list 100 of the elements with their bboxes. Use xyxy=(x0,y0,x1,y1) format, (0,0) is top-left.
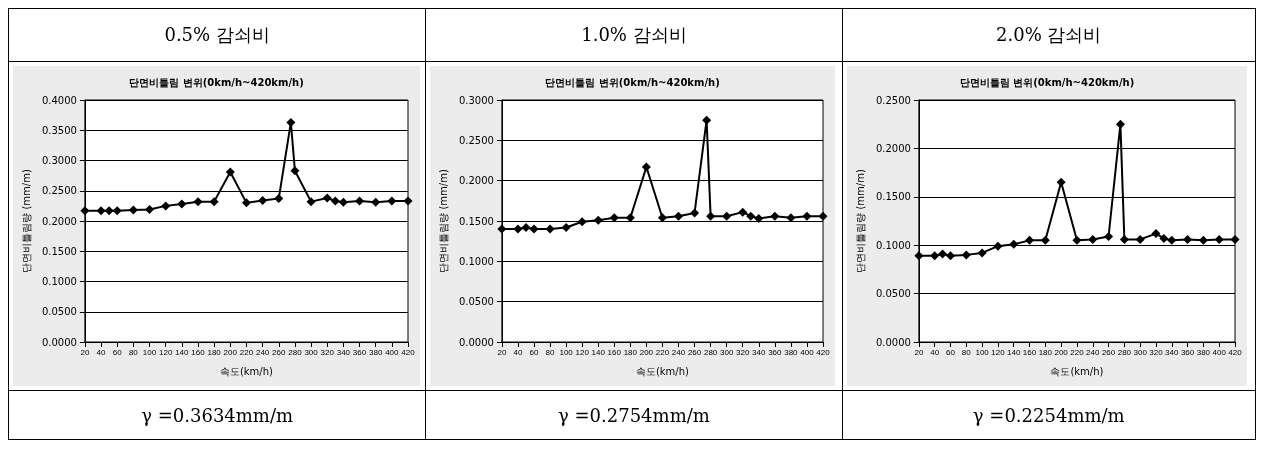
x-tick-label: 160 xyxy=(191,347,206,357)
y-tick-label: 0.0500 xyxy=(41,306,77,318)
point xyxy=(529,224,539,234)
x-tick-label: 60 xyxy=(945,347,956,357)
point xyxy=(274,194,284,204)
point xyxy=(1087,234,1097,244)
x-tick-label: 200 xyxy=(640,347,654,357)
y-axis-title: 단면비틀림량 (mm/m) xyxy=(854,169,866,273)
point xyxy=(1103,231,1113,241)
point xyxy=(642,162,652,172)
point xyxy=(786,213,796,223)
point xyxy=(96,206,106,216)
x-tick-label: 260 xyxy=(272,347,286,357)
x-tick-label: 200 xyxy=(1054,347,1068,357)
y-tick-label: 0.1000 xyxy=(459,255,495,267)
point xyxy=(322,193,332,203)
y-tick-label: 0.2500 xyxy=(41,185,77,197)
x-tick-label: 100 xyxy=(142,347,157,357)
x-tick-label: 260 xyxy=(688,347,703,357)
x-tick-label: 40 xyxy=(513,347,524,357)
x-tick-label: 420 xyxy=(401,347,416,357)
point xyxy=(80,206,90,216)
x-tick-label: 380 xyxy=(369,347,383,357)
y-tick-label: 0.0000 xyxy=(459,336,495,348)
y-axis-title: 단면비틀림량 (mm/m) xyxy=(437,169,449,273)
x-tick-label: 400 xyxy=(1212,347,1226,357)
y-tick-label: 0.1000 xyxy=(41,276,77,287)
point xyxy=(1071,235,1081,245)
x-tick-label: 80 xyxy=(961,347,971,357)
x-tick-label: 220 xyxy=(239,347,254,357)
y-tick-label: 0.2000 xyxy=(459,175,495,187)
point xyxy=(290,166,300,176)
point xyxy=(1158,233,1168,243)
point xyxy=(387,196,397,206)
point xyxy=(561,222,571,232)
point xyxy=(513,224,523,234)
x-tick-label: 280 xyxy=(288,347,303,357)
point xyxy=(403,196,413,206)
point xyxy=(738,207,748,217)
point xyxy=(128,205,138,215)
y-tick-label: 0.1500 xyxy=(459,215,495,227)
x-tick-label: 160 xyxy=(1022,347,1037,357)
x-tick-label: 140 xyxy=(175,347,190,357)
point xyxy=(1166,235,1176,245)
x-tick-label: 120 xyxy=(158,347,173,357)
x-tick-label: 100 xyxy=(559,347,574,357)
x-tick-label: 180 xyxy=(207,347,222,357)
point xyxy=(1024,235,1034,245)
y-tick-label: 0.3000 xyxy=(459,94,495,106)
point xyxy=(578,217,587,227)
y-tick-label: 0.2500 xyxy=(459,134,495,146)
point xyxy=(913,251,923,261)
x-tick-label: 140 xyxy=(1006,347,1021,357)
chart-title: 2.0% 감쇠비 xyxy=(842,8,1256,62)
y-tick-label: 0.3500 xyxy=(41,124,77,136)
point xyxy=(1119,234,1129,244)
point xyxy=(1198,235,1208,245)
chart-title: 1.0% 감쇠비 xyxy=(425,8,843,62)
x-tick-label: 60 xyxy=(529,347,540,357)
x-tick-label: 300 xyxy=(304,347,319,357)
point xyxy=(1230,234,1240,244)
y-tick-label: 0.0000 xyxy=(41,336,77,348)
x-tick-label: 20 xyxy=(80,347,90,357)
x-tick-label: 240 xyxy=(672,347,687,357)
point xyxy=(521,222,531,232)
x-tick-label: 380 xyxy=(1196,347,1211,357)
point xyxy=(992,241,1002,251)
point xyxy=(1115,119,1125,129)
point xyxy=(690,208,700,218)
x-tick-label: 20 xyxy=(913,347,924,357)
x-tick-label: 340 xyxy=(336,347,351,357)
x-tick-label: 80 xyxy=(128,347,139,357)
point xyxy=(241,198,251,208)
text: γ =0.3634mm/m xyxy=(140,404,295,426)
y-tick-label: 0.1000 xyxy=(875,239,911,251)
chart-subtitle: 단면비틀림 변위(0km/h~420km/h) xyxy=(129,76,304,88)
x-tick-label: 40 xyxy=(929,347,940,357)
x-tick-label: 240 xyxy=(1085,347,1100,357)
x-tick-label: 320 xyxy=(1148,347,1163,357)
chart-title: 0.5% 감쇠비 xyxy=(8,8,426,62)
y-tick-label: 0.1500 xyxy=(875,191,911,203)
point xyxy=(977,248,987,258)
chart-subtitle: 단면비틀림 변위(0km/h~420km/h) xyxy=(959,76,1134,88)
x-tick-label: 80 xyxy=(545,347,556,357)
point xyxy=(145,205,155,215)
x-tick-label: 260 xyxy=(1101,347,1116,357)
x-tick-label: 320 xyxy=(320,347,335,357)
x-tick-label: 360 xyxy=(1180,347,1195,357)
point xyxy=(770,211,780,221)
point xyxy=(112,206,122,216)
y-tick-label: 0.0500 xyxy=(875,288,911,300)
x-tick-label: 240 xyxy=(255,347,270,357)
x-tick-label: 220 xyxy=(1069,347,1084,357)
point xyxy=(818,211,828,221)
point xyxy=(371,197,381,207)
point xyxy=(702,115,712,125)
text: γ =0.2254mm/m xyxy=(971,404,1126,426)
point xyxy=(286,117,296,127)
x-tick-label: 180 xyxy=(623,347,638,357)
x-tick-label: 100 xyxy=(974,347,989,357)
